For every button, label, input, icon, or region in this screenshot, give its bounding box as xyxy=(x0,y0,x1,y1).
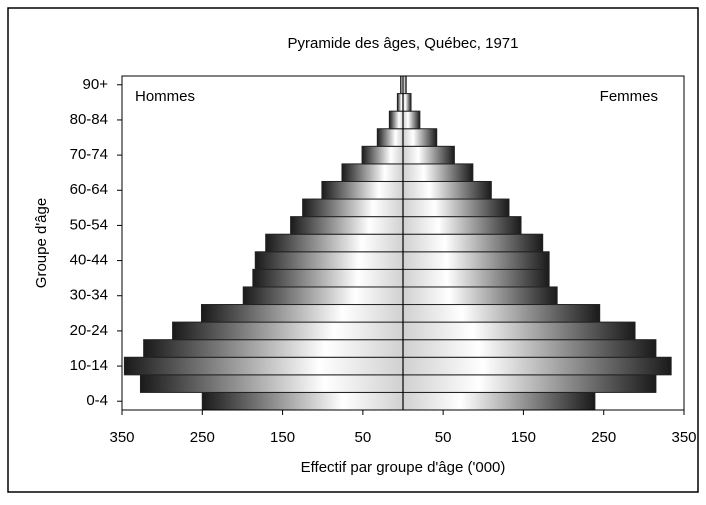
bar xyxy=(252,268,404,288)
y-axis-title: Groupe d'âge xyxy=(33,198,50,288)
bar xyxy=(290,216,404,235)
bar xyxy=(341,163,404,182)
y-tick-label: 30-34 xyxy=(70,287,108,304)
bar xyxy=(402,110,421,130)
legend-label: Hommes xyxy=(135,88,195,105)
bar xyxy=(201,391,404,411)
x-axis-title: Effectif par groupe d'âge ('000) xyxy=(301,459,506,476)
bar xyxy=(402,216,522,235)
bar xyxy=(402,128,438,147)
frame xyxy=(7,7,699,493)
x-tick-label: 150 xyxy=(270,429,295,446)
bar xyxy=(402,339,657,358)
y-tick-label: 10-14 xyxy=(70,357,108,374)
y-tick-label: 80-84 xyxy=(70,111,108,128)
bar xyxy=(402,180,492,200)
bar xyxy=(172,321,404,341)
chart-title: Pyramide des âges, Québec, 1971 xyxy=(288,35,519,52)
bar xyxy=(402,198,510,218)
bar xyxy=(396,93,404,112)
bar xyxy=(402,286,558,306)
bar xyxy=(402,251,550,270)
bar xyxy=(321,180,404,200)
bar xyxy=(361,145,404,165)
bar xyxy=(139,374,404,393)
bar xyxy=(242,286,404,306)
bar xyxy=(254,251,404,270)
bar xyxy=(123,356,404,376)
y-tick-label: 40-44 xyxy=(70,252,108,269)
bar xyxy=(376,128,404,147)
x-tick-label: 150 xyxy=(511,429,536,446)
y-tick-label: 60-64 xyxy=(70,181,108,198)
bar xyxy=(143,339,404,358)
y-tick-label: 20-24 xyxy=(70,322,108,339)
bar xyxy=(402,304,601,323)
legend-label: Femmes xyxy=(600,88,658,105)
x-tick-label: 50 xyxy=(355,429,372,446)
bar xyxy=(402,145,455,165)
x-tick-label: 350 xyxy=(671,429,696,446)
bar xyxy=(402,321,636,341)
bar xyxy=(302,198,404,218)
bar xyxy=(402,374,657,393)
x-tick-label: 250 xyxy=(591,429,616,446)
x-tick-label: 50 xyxy=(435,429,452,446)
bar xyxy=(388,110,404,130)
y-tick-label: 70-74 xyxy=(70,146,108,163)
y-tick-label: 90+ xyxy=(83,76,109,93)
bar xyxy=(402,356,672,376)
bar xyxy=(402,233,544,253)
bar xyxy=(265,233,404,253)
bar xyxy=(200,304,404,323)
y-tick-label: 50-54 xyxy=(70,216,108,233)
bar xyxy=(402,268,550,288)
y-tick-label: 0-4 xyxy=(86,392,108,409)
bar xyxy=(402,93,412,112)
x-tick-label: 250 xyxy=(190,429,215,446)
bar xyxy=(402,391,596,411)
bar xyxy=(402,163,474,182)
x-tick-label: 350 xyxy=(109,429,134,446)
